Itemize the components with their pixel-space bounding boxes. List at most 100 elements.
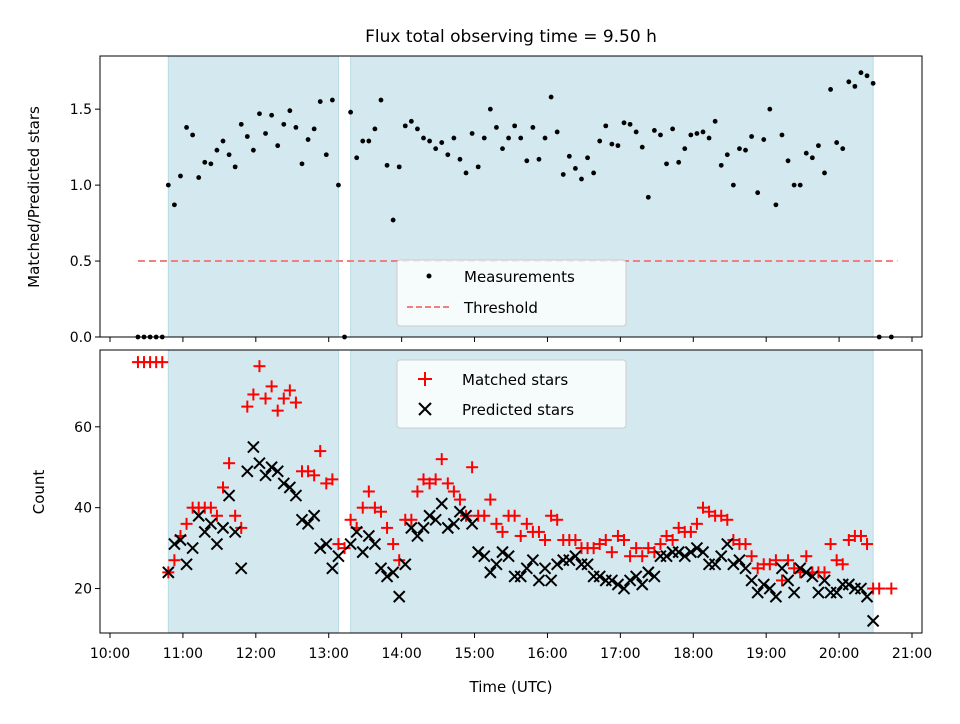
matched-star-marker [362, 485, 375, 498]
matched-star-marker [727, 534, 740, 547]
matched-star-marker [818, 566, 831, 579]
matched-star-marker [259, 392, 272, 405]
count-x-ticks: 10:00 11:00 12:00 13:00 14:00 15:00 16:00 17:00… [90, 633, 932, 662]
measurement-point [603, 123, 609, 129]
matched-star-marker [788, 562, 801, 575]
measurement-point [864, 73, 870, 79]
matched-star-marker [484, 493, 497, 506]
measurement-point [238, 121, 244, 127]
matched-star-marker [654, 538, 667, 551]
measurement-point [670, 126, 676, 132]
matched-star-marker [435, 453, 448, 466]
matched-star-marker [605, 546, 618, 559]
matched-star-marker [338, 542, 351, 555]
matched-star-marker [842, 534, 855, 547]
matched-star-marker [539, 534, 552, 547]
matched-star-marker [423, 477, 436, 490]
observing-interval-band [167, 55, 339, 338]
predicted-star-marker [496, 545, 509, 559]
matched-star-marker [466, 461, 479, 474]
measurement-point [463, 170, 469, 176]
measurement-point [803, 150, 809, 156]
measurement-point [633, 129, 639, 135]
predicted-star-marker [168, 537, 181, 551]
measurement-point [172, 202, 177, 208]
measurement-point [269, 112, 275, 118]
matched-star-marker [156, 356, 169, 369]
predicted-star-marker [210, 537, 224, 551]
predicted-star-marker [459, 509, 473, 522]
measurement-point [579, 176, 584, 182]
matched-star-marker [836, 558, 849, 571]
matched-star-marker [587, 542, 600, 555]
matched-star-marker [210, 509, 223, 522]
predicted-star-marker [204, 517, 218, 531]
measurement-point [329, 97, 335, 103]
predicted-star-marker [180, 558, 193, 571]
measurement-point [390, 217, 396, 223]
predicted-star-marker [787, 586, 801, 599]
predicted-star-marker [605, 574, 619, 587]
x-tick-label: 16:00 [527, 646, 567, 662]
matched-star-marker [417, 473, 430, 486]
matched-star-marker [660, 529, 673, 542]
y-tick-label: 1.5 [70, 102, 92, 118]
matched-star-marker [265, 380, 278, 393]
predicted-star-marker [526, 554, 540, 567]
measurement-point [421, 135, 426, 141]
predicted-star-marker [757, 578, 770, 591]
matched-star-marker [217, 481, 230, 494]
measurement-point [573, 166, 578, 171]
matched-star-marker [593, 538, 606, 551]
measurement-point [791, 182, 797, 188]
measurement-point [743, 147, 748, 153]
measurement-point [706, 135, 712, 141]
measurement-point [621, 120, 627, 126]
measurement-point [408, 118, 414, 124]
measurement-point [512, 123, 518, 129]
predicted-star-marker [295, 513, 309, 527]
measurement-point [518, 135, 524, 141]
measurement-point [305, 137, 311, 142]
matched-star-marker [229, 509, 242, 522]
count-panel: 20 40 60 10:00 11:00 12:00 13:00 14:00 15:00 16:… [30, 349, 932, 696]
matched-star-marker [672, 521, 685, 534]
matched-star-marker [648, 546, 661, 559]
matched-star-marker [599, 534, 612, 547]
predicted-star-marker [283, 481, 297, 494]
matched-star-marker [393, 554, 406, 567]
predicted-star-marker [593, 570, 606, 583]
ratio-x-ticks [109, 337, 913, 342]
legend-marker-predicted [418, 402, 432, 416]
predicted-star-marker [538, 562, 552, 575]
predicted-star-marker [532, 574, 546, 587]
predicted-star-marker [222, 489, 236, 502]
matched-star-marker [344, 513, 357, 526]
measurement-point [354, 155, 360, 161]
measurement-point [651, 128, 657, 133]
matched-star-marker [666, 534, 679, 547]
measurement-point [317, 99, 323, 104]
measurement-point [226, 152, 232, 158]
predicted-star-marker [186, 541, 199, 555]
measurement-point [469, 131, 475, 136]
x-tick-label: 11:00 [163, 646, 203, 662]
matched-star-marker [569, 534, 582, 547]
predicted-star-marker [162, 566, 175, 579]
matched-star-marker [800, 550, 813, 563]
predicted-star-marker [271, 465, 284, 478]
predicted-star-marker [611, 578, 625, 591]
predicted-star-marker [307, 509, 321, 522]
matched-star-marker [545, 509, 558, 522]
measurement-point [797, 182, 803, 188]
matched-star-marker [824, 538, 837, 551]
predicted-star-marker [423, 509, 436, 522]
measurement-point [263, 131, 268, 136]
predicted-star-marker [715, 549, 728, 563]
matched-star-marker [690, 517, 703, 530]
ratio-y-axis-label: Matched/Predicted stars [25, 106, 43, 288]
measurement-point [360, 138, 366, 144]
matched-star-marker [302, 465, 315, 478]
matched-star-marker [830, 554, 843, 567]
predicted-star-marker [289, 489, 303, 502]
